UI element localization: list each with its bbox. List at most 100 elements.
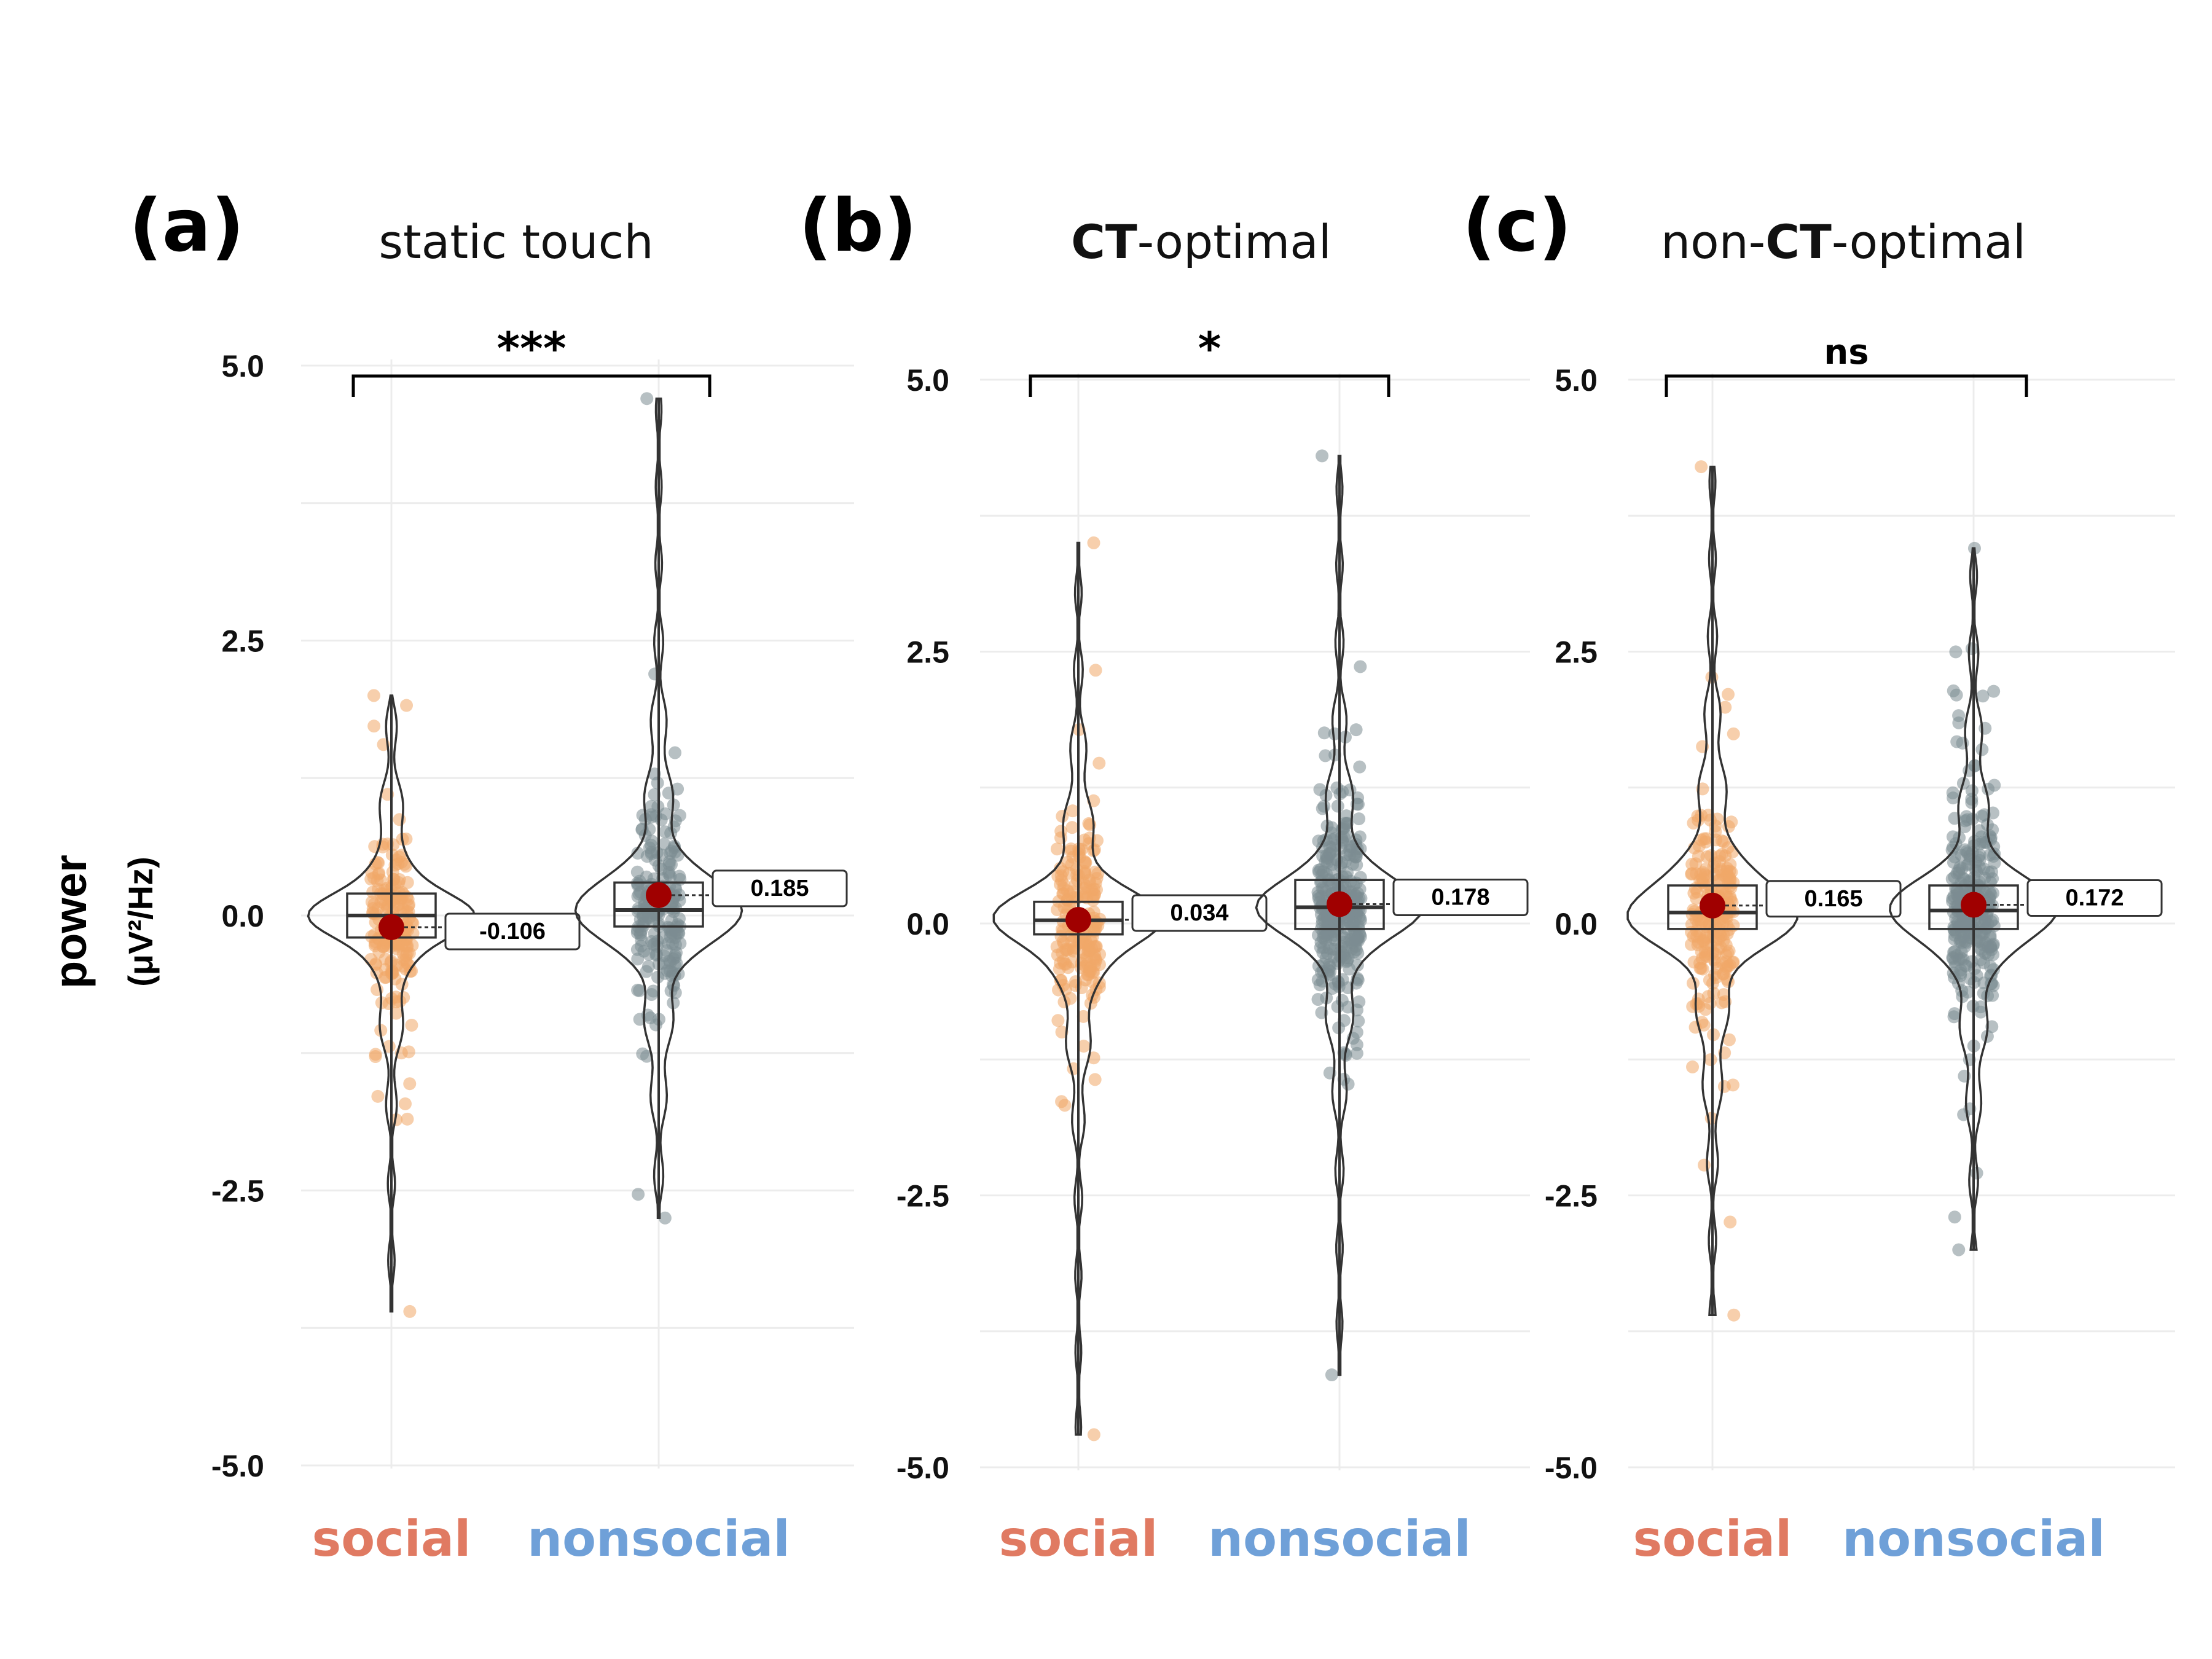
data-point <box>371 1089 385 1103</box>
data-point <box>1316 946 1330 959</box>
data-point <box>1341 1077 1355 1091</box>
data-point <box>1722 688 1735 701</box>
data-point <box>633 984 646 997</box>
data-point <box>1948 1210 1961 1224</box>
data-point <box>1726 845 1739 858</box>
data-point <box>646 984 660 998</box>
data-point <box>1065 821 1079 834</box>
data-point <box>630 923 644 936</box>
data-point <box>1686 1060 1700 1073</box>
data-point <box>365 866 378 879</box>
data-point <box>1697 1018 1711 1032</box>
data-point <box>1704 1053 1717 1067</box>
data-point <box>1692 849 1705 863</box>
data-point <box>1947 684 1960 697</box>
data-point <box>1693 928 1707 941</box>
data-point <box>1088 1073 1102 1086</box>
data-point <box>1331 957 1344 970</box>
data-point <box>1717 1080 1731 1093</box>
data-point <box>1708 947 1722 960</box>
mean-label: 0.034 <box>1170 900 1228 926</box>
panel-title: static touch <box>378 214 653 269</box>
data-point <box>1720 865 1733 878</box>
data-point <box>665 844 678 858</box>
data-point <box>1695 809 1708 822</box>
y-tick-label: -2.5 <box>211 1174 264 1209</box>
data-point <box>1353 830 1367 844</box>
data-point <box>390 853 403 867</box>
data-point <box>1077 946 1091 959</box>
data-point <box>640 392 654 406</box>
data-point <box>1079 856 1092 869</box>
data-point <box>1087 536 1100 549</box>
mean-point <box>1961 892 1986 918</box>
mean-label: 0.172 <box>2065 885 2124 911</box>
category-label-nonsocial: nonsocial <box>527 1510 790 1567</box>
data-point <box>405 1018 418 1032</box>
significance-label: *** <box>497 323 567 374</box>
data-point <box>401 1112 414 1126</box>
y-tick-label: 2.5 <box>1555 635 1598 670</box>
data-point <box>633 913 647 927</box>
y-tick-label: -5.0 <box>211 1449 264 1483</box>
significance-label: * <box>1198 323 1222 374</box>
data-point <box>664 925 677 938</box>
mean-point <box>1700 892 1725 919</box>
data-point <box>1351 959 1364 972</box>
data-point <box>1340 817 1354 831</box>
data-point <box>1337 1014 1351 1027</box>
y-tick-label: -2.5 <box>1545 1179 1598 1214</box>
data-point <box>1719 955 1733 968</box>
data-point <box>1054 831 1067 845</box>
data-point <box>631 952 645 966</box>
data-point <box>1059 957 1073 971</box>
data-point <box>669 746 682 759</box>
box-social <box>1667 884 1758 930</box>
data-point <box>1050 940 1064 954</box>
data-point <box>1949 645 1963 659</box>
y-tick-label: 5.0 <box>906 363 949 398</box>
data-point <box>1061 893 1074 907</box>
data-point <box>664 984 678 998</box>
significance-bracket <box>351 374 712 397</box>
mean-point <box>646 882 672 908</box>
panel-label: (a) <box>129 183 245 268</box>
data-point <box>658 1211 672 1225</box>
data-point <box>649 809 663 823</box>
data-point <box>1686 1000 1700 1013</box>
data-point <box>400 699 414 712</box>
data-point <box>1051 903 1064 917</box>
data-point <box>367 720 381 733</box>
data-point <box>1090 916 1104 929</box>
data-point <box>1352 910 1366 924</box>
data-point <box>393 813 406 826</box>
data-point <box>1064 992 1077 1005</box>
panel-1: 5.0 2.5 0.0 -2.5 -5.0 (a) static touch *** -0.10… <box>129 183 854 1567</box>
panel-label: (b) <box>799 183 917 268</box>
data-point <box>1724 893 1738 906</box>
mean-label-box <box>1392 878 1529 916</box>
data-point <box>1354 660 1367 673</box>
category-label-social: social <box>312 1510 471 1567</box>
data-point <box>1952 864 1966 877</box>
mean-label-box <box>2026 879 2163 917</box>
data-point <box>1983 960 1997 973</box>
data-point <box>1693 957 1707 970</box>
data-point <box>1050 842 1064 856</box>
data-point <box>391 898 404 912</box>
data-point <box>1090 883 1104 896</box>
data-point <box>1946 952 1959 965</box>
data-point <box>1986 939 2000 952</box>
y-tick-label: 2.5 <box>221 624 264 659</box>
data-point <box>1976 689 1990 703</box>
y-tick-label: 0.0 <box>221 899 264 933</box>
data-point <box>1953 919 1967 933</box>
data-point <box>1316 449 1329 463</box>
data-point <box>662 866 676 879</box>
data-point <box>1717 835 1730 849</box>
data-point <box>642 947 656 961</box>
data-point <box>645 799 658 813</box>
data-point <box>1965 642 1979 656</box>
category-label-social: social <box>999 1510 1158 1567</box>
data-point <box>1977 862 1991 876</box>
